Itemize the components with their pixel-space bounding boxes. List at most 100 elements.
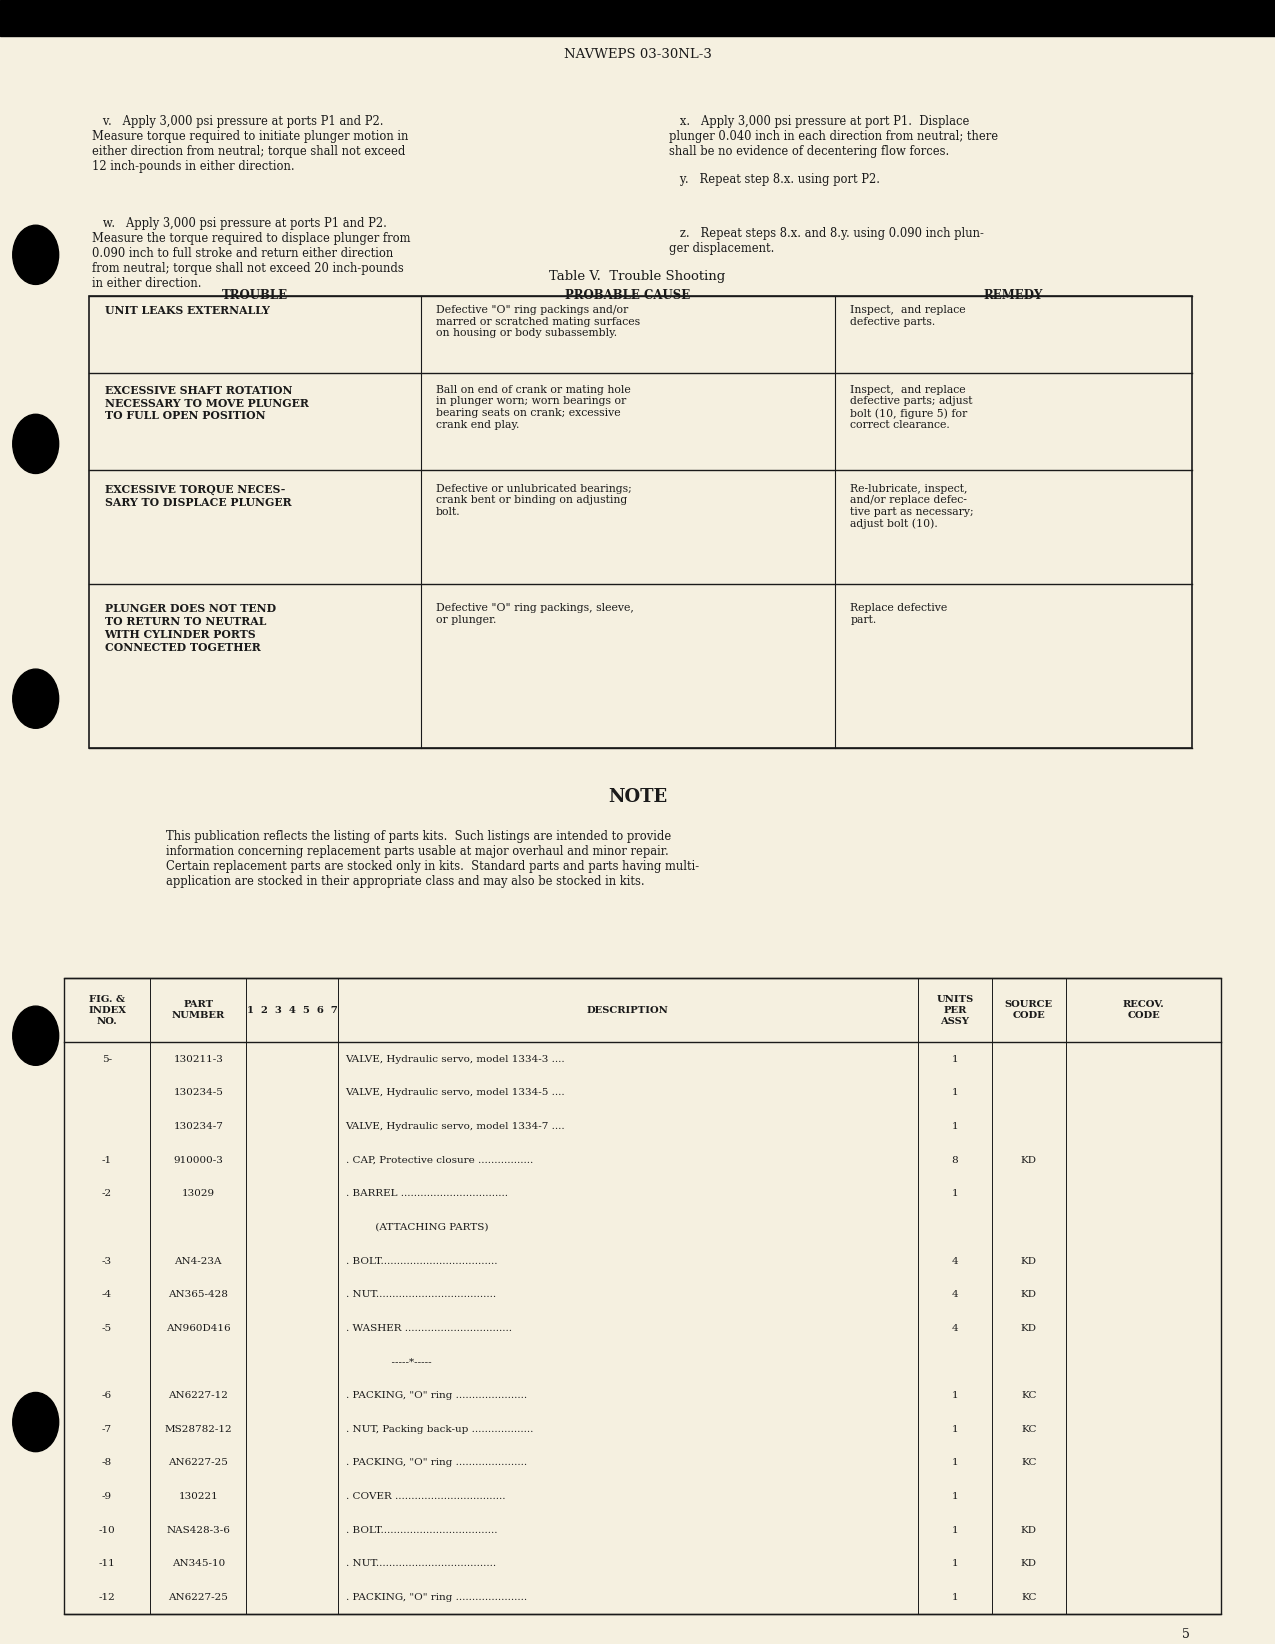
Circle shape xyxy=(13,414,59,473)
Text: -----*-----: -----*----- xyxy=(346,1358,431,1366)
Text: Defective or unlubricated bearings;
crank bent or binding on adjusting
bolt.: Defective or unlubricated bearings; cran… xyxy=(436,483,632,516)
Text: 1: 1 xyxy=(951,1054,959,1064)
Text: UNITS
PER
ASSY: UNITS PER ASSY xyxy=(936,995,974,1026)
Text: AN345-10: AN345-10 xyxy=(172,1560,224,1568)
Text: Ball on end of crank or mating hole
in plunger worn; worn bearings or
bearing se: Ball on end of crank or mating hole in p… xyxy=(436,385,631,429)
Text: -10: -10 xyxy=(98,1526,116,1535)
Text: AN6227-25: AN6227-25 xyxy=(168,1458,228,1468)
Text: 1: 1 xyxy=(951,1391,959,1401)
Text: -4: -4 xyxy=(102,1291,112,1299)
Text: 130234-5: 130234-5 xyxy=(173,1088,223,1097)
Text: Defective "O" ring packings and/or
marred or scratched mating surfaces
on housin: Defective "O" ring packings and/or marre… xyxy=(436,306,640,339)
Text: 1: 1 xyxy=(951,1526,959,1535)
Text: 1: 1 xyxy=(951,1425,959,1434)
Text: . NUT, Packing back-up ...................: . NUT, Packing back-up .................… xyxy=(346,1425,533,1434)
Text: REMEDY: REMEDY xyxy=(984,289,1043,302)
Text: -2: -2 xyxy=(102,1189,112,1198)
Text: Re-lubricate, inspect,
and/or replace defec-
tive part as necessary;
adjust bolt: Re-lubricate, inspect, and/or replace de… xyxy=(850,483,974,529)
Text: Table V.  Trouble Shooting: Table V. Trouble Shooting xyxy=(550,270,725,283)
Text: 130211-3: 130211-3 xyxy=(173,1054,223,1064)
Text: . CAP, Protective closure .................: . CAP, Protective closure ..............… xyxy=(346,1156,533,1164)
Bar xyxy=(0,0,1275,36)
Text: 4: 4 xyxy=(951,1256,959,1266)
Text: -9: -9 xyxy=(102,1493,112,1501)
Text: w.   Apply 3,000 psi pressure at ports P1 and P2.
Measure the torque required to: w. Apply 3,000 psi pressure at ports P1 … xyxy=(92,217,411,289)
Text: x.   Apply 3,000 psi pressure at port P1.  Displace
plunger 0.040 inch in each d: x. Apply 3,000 psi pressure at port P1. … xyxy=(669,115,998,158)
Bar xyxy=(89,296,1192,748)
Text: 5: 5 xyxy=(1182,1628,1190,1641)
Circle shape xyxy=(13,225,59,284)
Text: MS28782-12: MS28782-12 xyxy=(164,1425,232,1434)
Circle shape xyxy=(13,1006,59,1065)
Text: KC: KC xyxy=(1021,1593,1037,1603)
Text: NAS428-3-6: NAS428-3-6 xyxy=(166,1526,231,1535)
Circle shape xyxy=(13,1392,59,1452)
Text: 13029: 13029 xyxy=(182,1189,214,1198)
Text: AN960D416: AN960D416 xyxy=(166,1323,231,1333)
Text: . WASHER .................................: . WASHER ...............................… xyxy=(346,1323,511,1333)
Text: 1: 1 xyxy=(951,1121,959,1131)
Text: 910000-3: 910000-3 xyxy=(173,1156,223,1164)
Text: -1: -1 xyxy=(102,1156,112,1164)
Text: KD: KD xyxy=(1021,1560,1037,1568)
Text: -6: -6 xyxy=(102,1391,112,1401)
Text: DESCRIPTION: DESCRIPTION xyxy=(586,1006,669,1014)
Text: PROBABLE CAUSE: PROBABLE CAUSE xyxy=(565,289,691,302)
Text: 130234-7: 130234-7 xyxy=(173,1121,223,1131)
Text: FIG. &
INDEX
NO.: FIG. & INDEX NO. xyxy=(88,995,126,1026)
Text: PLUNGER DOES NOT TEND
TO RETURN TO NEUTRAL
WITH CYLINDER PORTS
CONNECTED TOGETHE: PLUNGER DOES NOT TEND TO RETURN TO NEUTR… xyxy=(105,603,275,653)
Text: z.   Repeat steps 8.x. and 8.y. using 0.090 inch plun-
ger displacement.: z. Repeat steps 8.x. and 8.y. using 0.09… xyxy=(669,227,984,255)
Text: . BARREL .................................: . BARREL ...............................… xyxy=(346,1189,507,1198)
Text: 4: 4 xyxy=(951,1323,959,1333)
Text: -3: -3 xyxy=(102,1256,112,1266)
Text: 1  2  3  4  5  6  7: 1 2 3 4 5 6 7 xyxy=(246,1006,338,1014)
Text: AN6227-25: AN6227-25 xyxy=(168,1593,228,1603)
Text: -5: -5 xyxy=(102,1323,112,1333)
Text: AN365-428: AN365-428 xyxy=(168,1291,228,1299)
Text: -11: -11 xyxy=(98,1560,116,1568)
Text: 4: 4 xyxy=(951,1291,959,1299)
Text: PART
NUMBER: PART NUMBER xyxy=(172,1000,224,1021)
Text: . NUT.....................................: . NUT...................................… xyxy=(346,1291,496,1299)
Text: KC: KC xyxy=(1021,1391,1037,1401)
Text: AN6227-12: AN6227-12 xyxy=(168,1391,228,1401)
Text: . PACKING, "O" ring ......................: . PACKING, "O" ring ....................… xyxy=(346,1593,527,1603)
Text: VALVE, Hydraulic servo, model 1334-3 ....: VALVE, Hydraulic servo, model 1334-3 ...… xyxy=(346,1054,565,1064)
Text: NOTE: NOTE xyxy=(608,789,667,806)
Text: KC: KC xyxy=(1021,1425,1037,1434)
Text: This publication reflects the listing of parts kits.  Such listings are intended: This publication reflects the listing of… xyxy=(166,830,699,888)
Text: -7: -7 xyxy=(102,1425,112,1434)
Text: VALVE, Hydraulic servo, model 1334-5 ....: VALVE, Hydraulic servo, model 1334-5 ...… xyxy=(346,1088,565,1097)
Text: 1: 1 xyxy=(951,1088,959,1097)
Text: (ATTACHING PARTS): (ATTACHING PARTS) xyxy=(346,1223,488,1231)
Circle shape xyxy=(13,669,59,728)
Text: . COVER ..................................: . COVER ................................… xyxy=(346,1493,505,1501)
Text: y.   Repeat step 8.x. using port P2.: y. Repeat step 8.x. using port P2. xyxy=(669,173,880,186)
Text: . BOLT....................................: . BOLT..................................… xyxy=(346,1256,497,1266)
Text: . BOLT....................................: . BOLT..................................… xyxy=(346,1526,497,1535)
Text: 8: 8 xyxy=(951,1156,959,1164)
Text: . PACKING, "O" ring ......................: . PACKING, "O" ring ....................… xyxy=(346,1458,527,1468)
Text: 5-: 5- xyxy=(102,1054,112,1064)
Text: Inspect,  and replace
defective parts.: Inspect, and replace defective parts. xyxy=(850,306,966,327)
Text: 1: 1 xyxy=(951,1189,959,1198)
Text: Replace defective
part.: Replace defective part. xyxy=(850,603,947,625)
Text: Inspect,  and replace
defective parts; adjust
bolt (10, figure 5) for
correct cl: Inspect, and replace defective parts; ad… xyxy=(850,385,973,431)
Text: KD: KD xyxy=(1021,1526,1037,1535)
Text: 130221: 130221 xyxy=(179,1493,218,1501)
Text: KD: KD xyxy=(1021,1323,1037,1333)
Bar xyxy=(64,978,1221,1614)
Text: SOURCE
CODE: SOURCE CODE xyxy=(1005,1000,1053,1021)
Text: KD: KD xyxy=(1021,1256,1037,1266)
Text: RECOV.
CODE: RECOV. CODE xyxy=(1123,1000,1164,1021)
Text: EXCESSIVE TORQUE NECES-
SARY TO DISPLACE PLUNGER: EXCESSIVE TORQUE NECES- SARY TO DISPLACE… xyxy=(105,483,291,508)
Text: v.   Apply 3,000 psi pressure at ports P1 and P2.
Measure torque required to ini: v. Apply 3,000 psi pressure at ports P1 … xyxy=(92,115,408,173)
Text: . PACKING, "O" ring ......................: . PACKING, "O" ring ....................… xyxy=(346,1391,527,1401)
Text: 1: 1 xyxy=(951,1560,959,1568)
Text: AN4-23A: AN4-23A xyxy=(175,1256,222,1266)
Text: -12: -12 xyxy=(98,1593,116,1603)
Text: EXCESSIVE SHAFT ROTATION
NECESSARY TO MOVE PLUNGER
TO FULL OPEN POSITION: EXCESSIVE SHAFT ROTATION NECESSARY TO MO… xyxy=(105,385,309,421)
Text: 1: 1 xyxy=(951,1458,959,1468)
Text: KD: KD xyxy=(1021,1156,1037,1164)
Text: UNIT LEAKS EXTERNALLY: UNIT LEAKS EXTERNALLY xyxy=(105,306,269,316)
